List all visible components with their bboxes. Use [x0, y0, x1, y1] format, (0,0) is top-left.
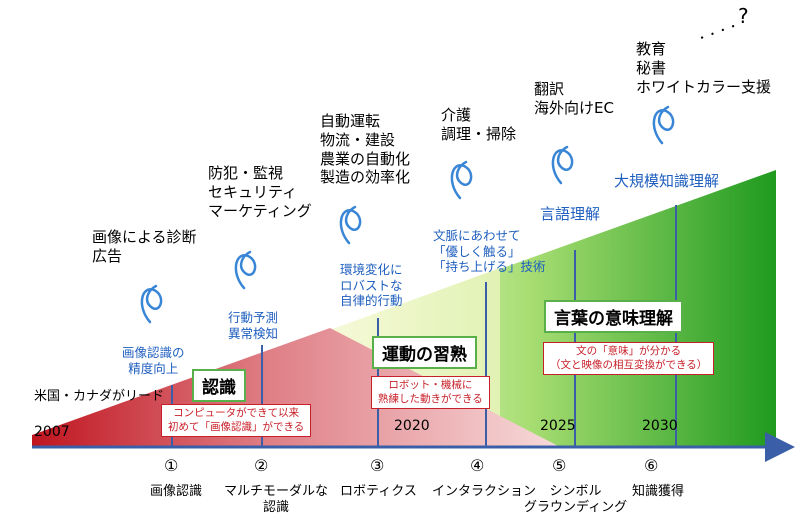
year-2007: 2007 [34, 424, 70, 440]
capability-1: 画像認識の 精度向上 [122, 345, 185, 376]
lead-label: 米国・カナダがリード [34, 389, 165, 404]
capability-3: 環境変化に ロバストな 自律的行動 [340, 262, 403, 309]
applications-3: 自動運転 物流・建設 農業の自動化 製造の効率化 [320, 112, 411, 187]
year-2030: 2030 [642, 418, 678, 434]
milestone-number-6: ⑥ [644, 456, 659, 475]
applications-2: 防犯・監視 セキュリティ マーケティング [208, 164, 312, 220]
year-2025: 2025 [540, 418, 576, 434]
milestone-number-4: ④ [470, 456, 485, 475]
spiral-icon-3 [339, 205, 362, 245]
capability-5: 言語理解 [540, 205, 601, 223]
spiral-icon-1 [140, 284, 163, 324]
milestone-name-4: インタラクション [432, 484, 537, 499]
milestone-name-1: 画像認識 [150, 484, 203, 499]
spiral-icon-6 [652, 105, 675, 145]
milestone-name-5: シンボル グラウンディング [524, 484, 628, 516]
note-recognition: コンピュータができて以来 初めて「画像認識」ができる [161, 404, 312, 438]
milestone-name-6: 知識獲得 [632, 484, 685, 499]
spiral-icon-5 [551, 145, 574, 185]
phase-box-motion: 運動の習熟 [372, 336, 477, 369]
applications-1: 画像による診断 広告 [92, 228, 197, 265]
note-motion: ロボット・機械に 熟練した動きができる [371, 376, 490, 410]
applications-4: 介護 調理・掃除 [441, 106, 517, 143]
phase-box-recognition: 認識 [192, 369, 246, 402]
capability-6: 大規模知識理解 [614, 172, 720, 190]
spiral-icon-4 [450, 160, 473, 200]
milestone-number-3: ③ [370, 456, 385, 475]
capability-2: 行動予測 異常検知 [228, 310, 279, 341]
note-meaning: 文の「意味」が分かる （文と映像の相互変換ができる） [543, 342, 715, 376]
question-mark: ? [738, 4, 749, 28]
spiral-icon-2 [234, 250, 257, 290]
capability-4: 文脈にあわせて 「優しく触る」 「持ち上げる」技術 [433, 228, 546, 275]
milestone-number-2: ② [254, 456, 269, 475]
milestone-name-3: ロボティクス [340, 484, 417, 499]
applications-5: 翻訳 海外向けEC [534, 80, 614, 117]
milestone-number-1: ① [164, 456, 179, 475]
phase-box-meaning: 言葉の意味理解 [544, 300, 683, 333]
milestone-name-2: マルチモーダルな 認識 [224, 484, 329, 516]
milestone-number-5: ⑤ [552, 456, 567, 475]
applications-6: 教育 秘書 ホワイトカラー支援 [636, 40, 772, 96]
year-2020: 2020 [394, 418, 430, 434]
